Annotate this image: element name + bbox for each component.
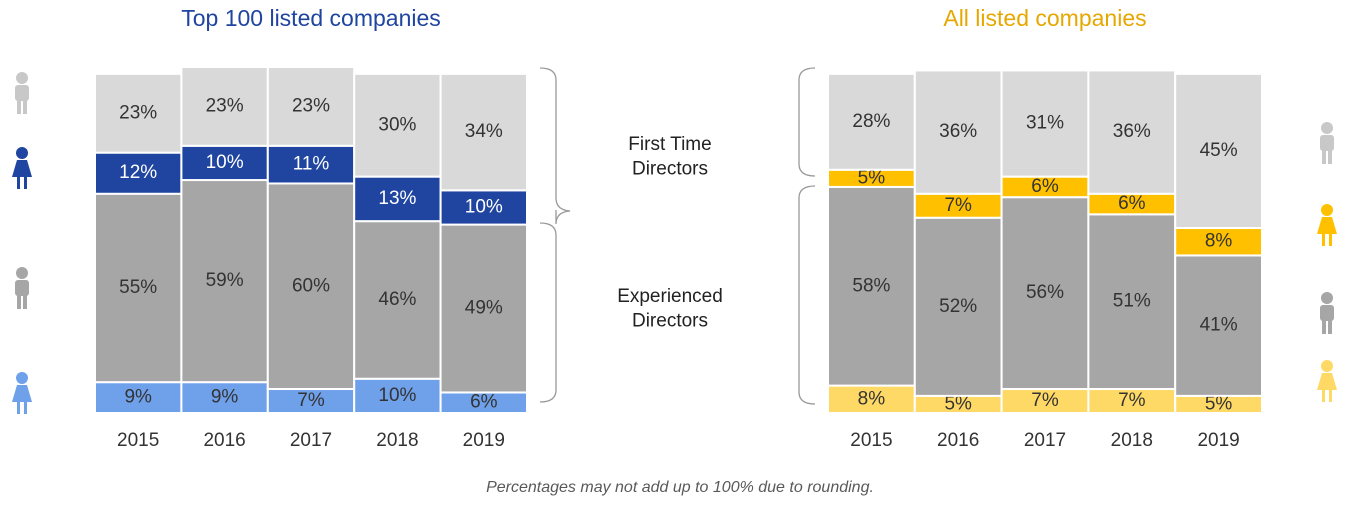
value-label: 23% <box>206 95 244 116</box>
icon-man <box>15 72 29 114</box>
value-label: 46% <box>378 289 416 310</box>
value-label: 10% <box>465 196 503 217</box>
annotation: Experienced Directors <box>617 286 723 332</box>
bar-segment <box>827 72 916 171</box>
bracket <box>798 185 816 405</box>
chart-title: All listed companies <box>943 5 1146 31</box>
bar-segment <box>1087 213 1177 391</box>
icon-woman <box>1317 360 1337 402</box>
bar-segment <box>1174 72 1263 230</box>
icon-man <box>1320 122 1334 164</box>
x-tick-label: 2016 <box>203 430 245 451</box>
value-label: 51% <box>1113 291 1151 312</box>
value-label: 49% <box>465 298 503 319</box>
bar-segment <box>266 182 356 391</box>
value-label: 7% <box>1031 390 1059 411</box>
value-label: 60% <box>292 275 330 296</box>
x-tick-label: 2016 <box>937 430 979 451</box>
annotation: First Time Directors <box>628 134 711 180</box>
value-label: 9% <box>124 387 152 408</box>
bar-segment <box>180 66 269 147</box>
value-label: 45% <box>1200 140 1238 161</box>
value-label: 7% <box>297 390 325 411</box>
x-tick-label: 2018 <box>376 430 418 451</box>
value-label: 6% <box>1118 193 1146 214</box>
value-label: 23% <box>292 95 330 116</box>
value-label: 55% <box>119 277 157 298</box>
bar-segment <box>913 69 1003 195</box>
bar-segment <box>180 144 269 182</box>
chart-title: Top 100 listed companies <box>181 5 441 31</box>
x-tick-label: 2019 <box>1197 430 1239 451</box>
bar-segment <box>1000 196 1090 391</box>
bar-segment <box>94 381 183 414</box>
bar-segment <box>913 216 1003 397</box>
bar-segment <box>1087 69 1177 195</box>
value-label: 10% <box>378 385 416 406</box>
value-label: 7% <box>1118 390 1146 411</box>
value-label: 7% <box>944 195 972 216</box>
bar-segment <box>1000 69 1090 178</box>
bar-segment <box>353 377 442 415</box>
x-tick-label: 2015 <box>117 430 159 451</box>
bracket <box>539 67 571 225</box>
value-label: 5% <box>1205 393 1233 414</box>
x-tick-label: 2019 <box>463 430 505 451</box>
footnote: Percentages may not add up to 100% due t… <box>486 479 874 496</box>
value-label: 5% <box>944 393 972 414</box>
value-label: 13% <box>378 188 416 209</box>
value-label: 56% <box>1026 282 1064 303</box>
icon-woman <box>12 372 32 414</box>
value-label: 28% <box>852 111 890 132</box>
value-label: 6% <box>1031 176 1059 197</box>
bar-segment <box>94 192 183 384</box>
x-tick-label: 2015 <box>850 430 892 451</box>
bar-segment <box>439 223 529 394</box>
value-label: 12% <box>119 162 157 183</box>
icon-woman <box>1317 204 1337 246</box>
bar-segment <box>353 220 442 380</box>
value-label: 23% <box>119 102 157 123</box>
value-label: 10% <box>206 152 244 173</box>
value-label: 58% <box>852 275 890 296</box>
bar-segment <box>266 66 356 147</box>
value-label: 5% <box>858 167 886 188</box>
value-label: 8% <box>1205 231 1233 252</box>
value-label: 30% <box>378 114 416 135</box>
value-label: 31% <box>1026 113 1064 134</box>
bracket <box>798 67 816 177</box>
bar-segment <box>1174 227 1263 257</box>
value-label: 52% <box>939 296 977 317</box>
value-label: 9% <box>211 387 239 408</box>
bar-segment <box>439 72 529 192</box>
icon-man <box>15 267 29 309</box>
value-label: 6% <box>470 392 498 413</box>
icon-woman <box>12 147 32 189</box>
x-tick-label: 2017 <box>290 430 332 451</box>
bracket <box>539 222 557 403</box>
bar-segment <box>1174 254 1263 397</box>
value-label: 11% <box>293 154 330 175</box>
x-tick-label: 2017 <box>1024 430 1066 451</box>
value-label: 8% <box>858 388 886 409</box>
bar-segment <box>180 179 269 384</box>
x-tick-label: 2018 <box>1111 430 1153 451</box>
value-label: 36% <box>939 121 977 142</box>
value-label: 59% <box>206 270 244 291</box>
value-label: 36% <box>1113 121 1151 142</box>
value-label: 34% <box>465 121 503 142</box>
icon-man <box>1320 292 1334 334</box>
bar-segment <box>353 72 442 178</box>
value-label: 41% <box>1200 315 1238 336</box>
